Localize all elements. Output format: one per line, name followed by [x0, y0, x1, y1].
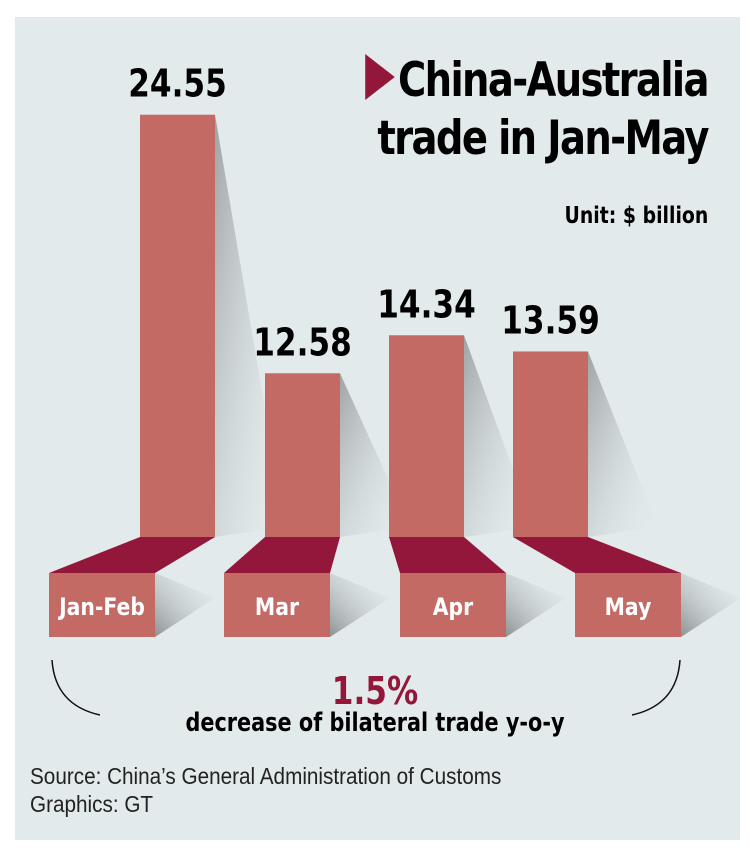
title-line-1: China-Australia: [398, 53, 709, 108]
bracket-right: [631, 659, 681, 716]
category-label: Mar: [255, 593, 299, 621]
chart-title: China-Australia trade in Jan-May: [365, 52, 710, 168]
value-label: 24.55: [128, 63, 227, 107]
bar-fold: [49, 537, 215, 573]
bar-column: [513, 351, 588, 537]
base-shadow: [155, 573, 215, 637]
category-box: [400, 573, 506, 637]
unit-label: Unit: $ billion: [564, 203, 708, 229]
triangle-marker-icon: [365, 54, 395, 100]
source-note: Source: China’s General Administration o…: [30, 762, 501, 818]
base-shadow: [506, 573, 566, 637]
bar-column: [265, 373, 340, 537]
decrease-description: decrease of bilateral trade y-o-y: [185, 708, 565, 738]
base-shadow: [330, 573, 390, 637]
bar-fold: [513, 537, 681, 573]
credit-text: Graphics: GT: [30, 791, 154, 817]
base-shadow: [681, 573, 741, 637]
decrease-percent: 1.5%: [331, 669, 419, 713]
value-label: 13.59: [501, 300, 600, 344]
source-text: Source: China’s General Administration o…: [30, 763, 502, 789]
bar-shadow: [588, 351, 658, 537]
title-line-2: trade in Jan-May: [377, 111, 710, 166]
bar-fold: [389, 537, 506, 573]
bar-fold: [224, 537, 340, 573]
value-label: 14.34: [377, 283, 476, 327]
category-label: Jan-Feb: [57, 593, 145, 621]
category-label: Apr: [433, 593, 473, 621]
bar-column: [140, 114, 215, 537]
category-box: [224, 573, 330, 637]
category-label: May: [605, 593, 652, 621]
bracket-left: [51, 659, 101, 716]
value-label: 12.58: [253, 321, 352, 365]
category-box: [49, 573, 155, 637]
category-box: [575, 573, 681, 637]
infographic-panel: [15, 17, 740, 840]
bar-column: [389, 335, 464, 537]
